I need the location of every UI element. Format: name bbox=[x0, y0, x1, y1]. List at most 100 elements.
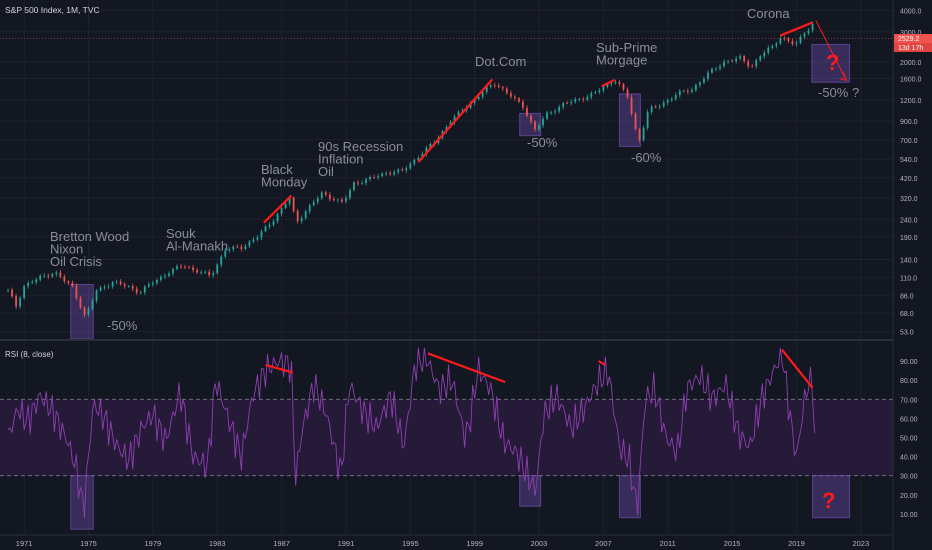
rsi-tick-label: 80.00 bbox=[900, 378, 918, 385]
price-candle-body bbox=[690, 90, 693, 92]
price-candle-body bbox=[19, 297, 22, 307]
price-candle-body bbox=[111, 282, 114, 287]
price-candle-body bbox=[686, 90, 689, 92]
rsi-box-2008 bbox=[618, 475, 641, 519]
price-candle-body bbox=[31, 282, 34, 283]
rsi-tick-label: 10.00 bbox=[900, 512, 918, 519]
price-candle-body bbox=[164, 275, 166, 277]
time-tick-label: 2023 bbox=[852, 539, 869, 548]
price-tick-label: 700.0 bbox=[900, 138, 918, 145]
price-axis[interactable]: 4000.0 3000.0 2000.0 1600.0 1200.0 900.0 700.0… bbox=[900, 8, 922, 336]
price-candle-body bbox=[127, 286, 130, 287]
price-candle-body bbox=[324, 192, 327, 195]
price-candle-body bbox=[91, 300, 94, 309]
rsi-trendline-1987 bbox=[265, 363, 294, 374]
price-candle-body bbox=[743, 56, 746, 62]
price-tick-label: 900.0 bbox=[900, 119, 918, 126]
price-candle-body bbox=[155, 279, 158, 284]
price-candle-body bbox=[103, 287, 106, 289]
price-candle-body bbox=[393, 172, 396, 175]
price-candle-body bbox=[546, 112, 548, 119]
price-candle-body bbox=[509, 93, 512, 97]
price-candle-body bbox=[260, 231, 263, 238]
price-candle-body bbox=[87, 308, 90, 315]
price-candle-body bbox=[530, 115, 532, 122]
time-tick-label: 2019 bbox=[788, 539, 805, 548]
price-candle-body bbox=[582, 99, 585, 100]
price-candle-body bbox=[23, 286, 26, 298]
price-candle-body bbox=[542, 118, 544, 126]
price-candle-body bbox=[11, 289, 13, 297]
price-candle-body bbox=[389, 173, 392, 175]
rsi-axis[interactable]: 90.00 80.00 70.00 60.00 50.00 40.00 30.00 20.00… bbox=[900, 359, 918, 519]
annotation-bretton-line-1: Nixon bbox=[50, 242, 83, 257]
rsi-box-1974 bbox=[70, 475, 94, 530]
price-candle-body bbox=[719, 66, 721, 69]
annotation-ninety-line-1: Inflation bbox=[318, 152, 364, 167]
price-candle-body bbox=[385, 173, 388, 174]
price-candle-body bbox=[562, 103, 565, 107]
price-candle-body bbox=[228, 249, 231, 251]
price-candle-body bbox=[272, 221, 275, 225]
time-tick-label: 1995 bbox=[402, 539, 419, 548]
price-candle-body bbox=[489, 85, 492, 87]
price-candle-body bbox=[192, 267, 194, 271]
price-candle-body bbox=[224, 250, 227, 257]
price-candle-body bbox=[312, 201, 315, 206]
time-axis[interactable]: 1971 1975 1979 1983 1987 1991 1995 1999 2003 2007… bbox=[16, 539, 869, 548]
price-candle-body bbox=[783, 38, 786, 39]
rsi-line bbox=[7, 347, 816, 518]
rsi-box-2020 bbox=[812, 475, 851, 519]
price-candle-body bbox=[751, 66, 754, 68]
price-candle-body bbox=[47, 275, 50, 277]
price-candle-body bbox=[703, 78, 705, 83]
price-candle-body bbox=[666, 99, 669, 103]
price-candle-body bbox=[747, 61, 750, 67]
price-candle-body bbox=[75, 285, 78, 298]
price-candle-body bbox=[526, 107, 528, 116]
price-candle-body bbox=[55, 272, 58, 275]
price-candle-body bbox=[35, 279, 38, 283]
price-candle-body bbox=[200, 272, 203, 273]
rsi-series bbox=[7, 347, 816, 518]
price-candle-body bbox=[727, 60, 729, 62]
drawdown-boxes bbox=[70, 43, 851, 530]
trendline-subprime bbox=[601, 78, 616, 88]
price-candle-body bbox=[184, 266, 186, 268]
chart-title: S&P 500 Index, 1M, TVC bbox=[5, 5, 100, 15]
price-candle-body bbox=[99, 287, 102, 291]
price-candle-body bbox=[115, 281, 118, 283]
trendlines bbox=[263, 20, 848, 389]
forecast-arrow-head bbox=[839, 72, 848, 82]
price-candle-body bbox=[795, 43, 798, 45]
price-candle-body bbox=[288, 197, 291, 204]
price-tag-box bbox=[894, 34, 932, 43]
rsi-tick-label: 90.00 bbox=[900, 359, 918, 366]
price-candle-body bbox=[357, 182, 359, 184]
price-candle-body bbox=[493, 85, 496, 87]
price-candle-body bbox=[711, 69, 713, 73]
price-series bbox=[7, 21, 814, 318]
price-candle-body bbox=[630, 97, 633, 114]
question-mark-1: ? bbox=[822, 488, 835, 513]
price-candle-body bbox=[638, 129, 641, 141]
price-candle-body bbox=[95, 290, 98, 301]
price-candle-body bbox=[316, 198, 319, 202]
price-candle-body bbox=[457, 111, 460, 117]
time-tick-label: 2011 bbox=[660, 539, 676, 548]
price-candle-body bbox=[618, 82, 621, 84]
price-candle-body bbox=[160, 276, 162, 280]
price-candle-body bbox=[216, 264, 219, 274]
price-candle-body bbox=[590, 92, 593, 97]
price-candle-body bbox=[135, 288, 138, 293]
price-candle-body bbox=[373, 176, 375, 178]
annotation-subprime-line-0: Sub-Prime bbox=[596, 40, 657, 55]
price-tick-label: 540.0 bbox=[900, 157, 918, 164]
time-tick-label: 2003 bbox=[531, 539, 548, 548]
price-candle-body bbox=[658, 106, 661, 108]
time-tick-label: 1971 bbox=[16, 539, 33, 548]
price-candle-body bbox=[188, 266, 190, 268]
price-candle-body bbox=[296, 211, 299, 222]
rsi-tick-label: 50.00 bbox=[900, 436, 918, 443]
price-candle-body bbox=[614, 82, 617, 84]
